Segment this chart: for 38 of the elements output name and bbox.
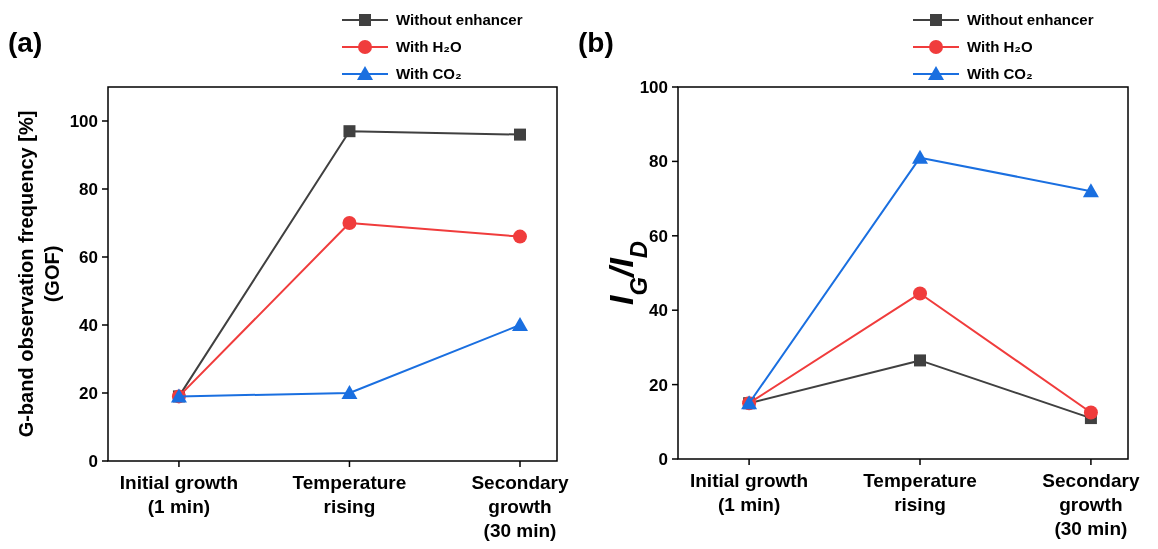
- x-tick-label: Temperature rising: [292, 472, 407, 517]
- y-tick-label: 40: [79, 315, 98, 335]
- chart-title: (b): [578, 27, 614, 58]
- y-tick-label: 80: [649, 152, 668, 172]
- y-tick-label: 100: [69, 111, 98, 131]
- point: [1083, 405, 1098, 420]
- point: [913, 286, 928, 301]
- legend-label: With H₂O: [967, 38, 1034, 56]
- chart-title: (a): [8, 27, 43, 58]
- legend-label: With H₂O: [396, 38, 463, 56]
- point: [514, 128, 526, 141]
- point: [341, 385, 358, 399]
- x-tick-label: Temperature rising: [863, 470, 977, 515]
- x-tick-label: Secondary growth (30 min): [471, 472, 569, 541]
- point: [1082, 183, 1099, 198]
- y-tick-label: 0: [88, 451, 98, 471]
- y-tick-label: 20: [649, 375, 668, 395]
- y-tick-label: 40: [649, 301, 668, 321]
- point: [914, 354, 927, 367]
- legend-label: With CO₂: [396, 65, 462, 83]
- y-axis-title: G-band observation frequency [%] (GOF): [15, 110, 63, 438]
- x-tick-label: Secondary growth (30 min): [1042, 470, 1140, 539]
- legend-label: With CO₂: [967, 65, 1033, 83]
- y-tick-label: 0: [658, 449, 668, 469]
- y-tick-label: 20: [79, 383, 98, 403]
- point: [512, 317, 528, 331]
- x-tick-label: Initial growth (1 min): [119, 472, 239, 517]
- point: [513, 229, 527, 244]
- y-tick-label: 100: [639, 77, 668, 97]
- point: [343, 125, 356, 138]
- y-tick-label: 60: [79, 247, 98, 267]
- point: [912, 149, 929, 164]
- x-tick-label: Initial growth (1 min): [689, 470, 809, 515]
- legend-label: Without enhancer: [967, 11, 1094, 29]
- legend-label: Without enhancer: [396, 11, 523, 29]
- point: [342, 216, 357, 230]
- y-tick-label: 60: [649, 226, 668, 246]
- y-tick-label: 80: [79, 179, 98, 199]
